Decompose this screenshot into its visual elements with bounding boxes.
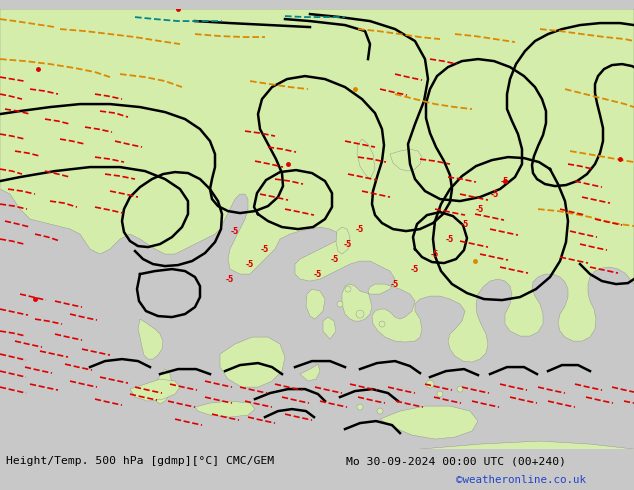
Polygon shape <box>323 317 336 339</box>
Circle shape <box>356 310 364 318</box>
Circle shape <box>437 391 443 397</box>
Circle shape <box>426 380 434 388</box>
Polygon shape <box>306 289 325 319</box>
Circle shape <box>377 408 383 414</box>
Text: -5: -5 <box>431 249 439 259</box>
Text: -5: -5 <box>356 224 364 234</box>
Polygon shape <box>357 139 375 179</box>
Polygon shape <box>155 369 172 404</box>
Text: -5: -5 <box>314 270 322 279</box>
Text: -5: -5 <box>476 205 484 214</box>
Polygon shape <box>390 149 422 171</box>
Polygon shape <box>138 319 163 359</box>
Text: -5: -5 <box>491 190 499 198</box>
Text: -5: -5 <box>246 260 254 269</box>
Text: -5: -5 <box>501 176 509 186</box>
Text: -5: -5 <box>411 265 419 273</box>
Polygon shape <box>380 406 478 439</box>
Text: Mo 30-09-2024 00:00 UTC (00+240): Mo 30-09-2024 00:00 UTC (00+240) <box>346 457 566 466</box>
Text: -5: -5 <box>461 220 469 228</box>
Circle shape <box>379 321 385 327</box>
Polygon shape <box>336 227 350 254</box>
Text: -5: -5 <box>446 235 454 244</box>
Circle shape <box>345 286 351 292</box>
Text: -5: -5 <box>391 280 399 289</box>
Polygon shape <box>195 401 255 417</box>
Text: -5: -5 <box>344 240 352 248</box>
Text: -5: -5 <box>261 245 269 254</box>
Text: ©weatheronline.co.uk: ©weatheronline.co.uk <box>456 475 586 485</box>
Polygon shape <box>220 337 285 387</box>
Polygon shape <box>0 9 634 362</box>
Circle shape <box>357 404 363 410</box>
Text: -5: -5 <box>331 255 339 264</box>
Polygon shape <box>300 364 320 381</box>
Circle shape <box>337 301 343 307</box>
Circle shape <box>457 386 463 392</box>
Text: -5: -5 <box>231 226 239 236</box>
Polygon shape <box>420 441 634 454</box>
Text: Height/Temp. 500 hPa [gdmp][°C] CMC/GEM: Height/Temp. 500 hPa [gdmp][°C] CMC/GEM <box>6 457 275 466</box>
Polygon shape <box>130 379 180 401</box>
Text: -5: -5 <box>226 274 234 284</box>
